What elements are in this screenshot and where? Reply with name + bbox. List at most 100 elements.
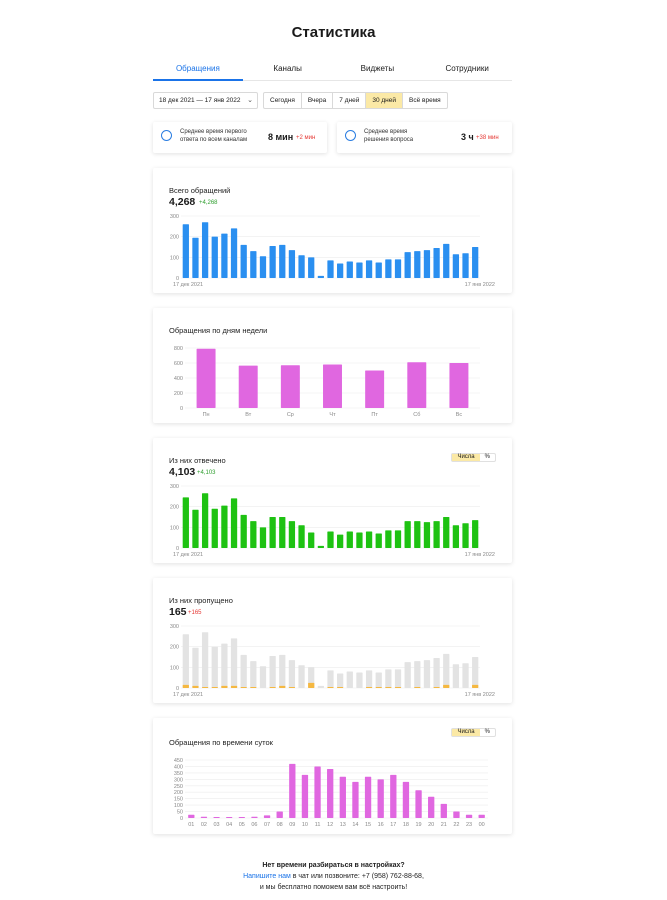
bar[interactable] [250,661,257,688]
bar[interactable] [433,521,440,548]
tab-widgets[interactable]: Виджеты [360,64,395,73]
bar[interactable] [288,250,296,278]
bar[interactable] [182,634,189,688]
bar[interactable] [201,222,209,278]
bar[interactable] [462,663,469,688]
bar[interactable] [200,816,208,818]
percent-toggle-button[interactable]: % [484,454,490,460]
bar[interactable] [182,497,189,548]
bar[interactable] [279,685,286,688]
bar[interactable] [423,522,431,548]
bar[interactable] [385,669,392,688]
bar[interactable] [201,632,209,688]
bar[interactable] [339,776,346,818]
bar[interactable] [298,525,305,548]
bar[interactable] [433,658,440,688]
bar[interactable] [394,686,402,688]
bar[interactable] [472,520,479,548]
bar[interactable] [356,532,363,549]
bar[interactable] [182,224,189,278]
bar[interactable] [462,523,469,548]
bar[interactable] [346,261,353,278]
bar[interactable] [317,545,324,548]
bar[interactable] [308,532,315,549]
bar[interactable] [337,534,344,548]
bar[interactable] [443,684,450,688]
bar[interactable] [238,365,258,408]
bar[interactable] [250,686,257,688]
bar[interactable] [221,505,228,548]
bar[interactable] [221,643,228,688]
period-today-button[interactable]: Сегодня [264,93,302,108]
bar[interactable] [279,244,286,278]
bar[interactable] [192,685,199,688]
bar[interactable] [428,796,435,818]
bar[interactable] [269,517,276,548]
bar[interactable] [288,686,296,688]
bar[interactable] [269,655,276,688]
bar[interactable] [402,781,410,818]
bar[interactable] [337,673,344,688]
bar[interactable] [182,684,189,688]
tab-channels[interactable]: Каналы [273,64,302,73]
bar[interactable] [259,527,267,548]
bar[interactable] [230,228,238,278]
bar[interactable] [452,254,460,278]
bar[interactable] [337,686,344,688]
bar[interactable] [462,253,469,278]
period-7-days-button[interactable]: 7 дней [333,93,367,108]
bar[interactable] [404,521,411,548]
bar[interactable] [453,811,460,818]
bar[interactable] [211,646,218,688]
bar[interactable] [192,509,199,548]
bar[interactable] [327,769,334,818]
bar[interactable] [465,814,473,818]
bar[interactable] [375,533,382,548]
bar[interactable] [394,669,402,688]
bar[interactable] [404,252,411,278]
bar[interactable] [298,255,305,278]
bar[interactable] [356,672,363,689]
bar[interactable] [327,531,334,548]
bar[interactable] [375,262,382,279]
bar[interactable] [240,654,247,688]
bar[interactable] [276,811,283,818]
bar[interactable] [308,257,315,278]
period-all-time-button[interactable]: Всё время [409,97,441,104]
bar[interactable] [263,815,271,818]
percent-toggle-button[interactable]: % [484,729,490,735]
bar[interactable] [301,774,309,818]
bar[interactable] [240,244,247,278]
bar[interactable] [308,667,315,688]
period-30-days-button[interactable]: 30 дней [366,93,404,108]
bar[interactable] [365,531,373,548]
bar[interactable] [288,521,296,548]
bar[interactable] [201,686,209,688]
bar[interactable] [221,685,228,688]
bar[interactable] [230,685,238,688]
bar[interactable] [404,662,411,688]
bar[interactable] [414,686,421,688]
bar[interactable] [377,779,384,818]
bar[interactable] [414,251,421,278]
bar[interactable] [230,498,238,548]
bar[interactable] [192,647,199,688]
bar[interactable] [414,521,421,548]
tab-employees[interactable]: Сотрудники [445,64,489,73]
bar[interactable] [201,493,209,548]
bar[interactable] [327,260,334,278]
bar[interactable] [390,774,397,818]
bar[interactable] [327,670,334,688]
bar[interactable] [385,686,392,688]
bar[interactable] [269,686,276,688]
bar[interactable] [259,256,267,278]
bar[interactable] [226,817,233,818]
bar[interactable] [188,814,195,818]
bar[interactable] [298,665,305,688]
bar[interactable] [238,817,245,818]
bar[interactable] [213,817,220,818]
bar[interactable] [211,508,218,548]
bar[interactable] [452,664,460,688]
bar[interactable] [385,530,392,548]
bar[interactable] [385,259,392,278]
